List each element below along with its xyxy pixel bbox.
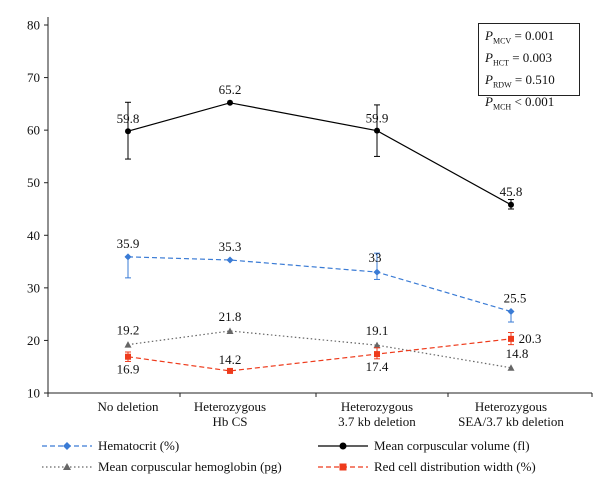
series-line: [127, 338, 512, 372]
p-value-line: PHCT = 0.003: [485, 50, 553, 68]
x-tick-label: No deletion: [97, 399, 159, 414]
y-tick-label: 20: [27, 333, 40, 348]
chart-axes: 10 20 30 40 50 60 70 80 No deletion Heterozygous H…: [27, 17, 593, 429]
data-label: 14.8: [506, 346, 529, 361]
series-line: [127, 330, 512, 369]
p-value-line: PRDW = 0.510: [485, 72, 555, 90]
data-label: 33: [369, 250, 382, 265]
data-point: [125, 128, 131, 135]
data-label: 17.4: [366, 359, 389, 374]
data-point: [124, 253, 132, 261]
data-label: 65.2: [219, 82, 242, 97]
data-point: [125, 353, 131, 360]
data-point: [226, 256, 234, 264]
series-line: [127, 102, 512, 206]
y-tick-label: 10: [27, 386, 40, 401]
x-tick-label: Heterozygous Hb CS: [194, 399, 266, 429]
data-label: 14.2: [219, 352, 242, 367]
data-point: [373, 268, 381, 276]
p-value-line: PMCH < 0.001: [485, 94, 555, 112]
data-label-layer: 59.8 65.2 59.9 45.8 35.9 35.3 33 25.5 19.2 21.8 19…: [117, 82, 542, 377]
legend-swatch-icon: [42, 463, 92, 470]
y-tick-label: 40: [27, 228, 40, 243]
data-point: [227, 367, 233, 374]
data-label: 59.8: [117, 111, 140, 126]
data-label: 19.2: [117, 323, 140, 338]
y-tick-label: 30: [27, 280, 40, 295]
data-point: [227, 99, 233, 106]
legend-swatch-icon: [42, 442, 92, 450]
data-label: 35.9: [117, 236, 140, 251]
p-value-box: PMCV = 0.001 PHCT = 0.003 PRDW = 0.510 P…: [478, 23, 580, 112]
data-point: [124, 341, 132, 348]
data-point: [508, 201, 514, 208]
data-point: [373, 341, 381, 349]
data-point: [226, 327, 234, 334]
data-label: 25.5: [504, 291, 527, 306]
x-tick-label: Heterozygous SEA/3.7 kb deletion: [458, 399, 564, 429]
data-label: 16.9: [117, 362, 140, 377]
y-tick-label: 80: [27, 18, 40, 33]
legend-swatch-icon: [318, 442, 368, 450]
series-layer: [124, 99, 515, 374]
y-tick-label: 70: [27, 70, 40, 85]
data-point: [507, 308, 515, 316]
data-point: [374, 351, 380, 358]
series-line: [127, 256, 512, 313]
data-label: 35.3: [219, 239, 242, 254]
data-point: [507, 364, 515, 371]
legend-swatch-icon: [318, 463, 368, 471]
data-label: 45.8: [500, 184, 523, 199]
data-label: 21.8: [219, 309, 242, 324]
data-point: [374, 127, 380, 134]
data-point: [508, 335, 514, 342]
data-label: 20.3: [519, 331, 542, 346]
data-label: 19.1: [366, 323, 389, 338]
y-tick-label: 50: [27, 175, 40, 190]
data-label: 59.9: [366, 111, 389, 126]
y-tick-label: 60: [27, 123, 40, 138]
p-value-line: PMCV = 0.001: [485, 28, 555, 46]
x-tick-label: Heterozygous 3.7 kb deletion: [338, 399, 416, 429]
